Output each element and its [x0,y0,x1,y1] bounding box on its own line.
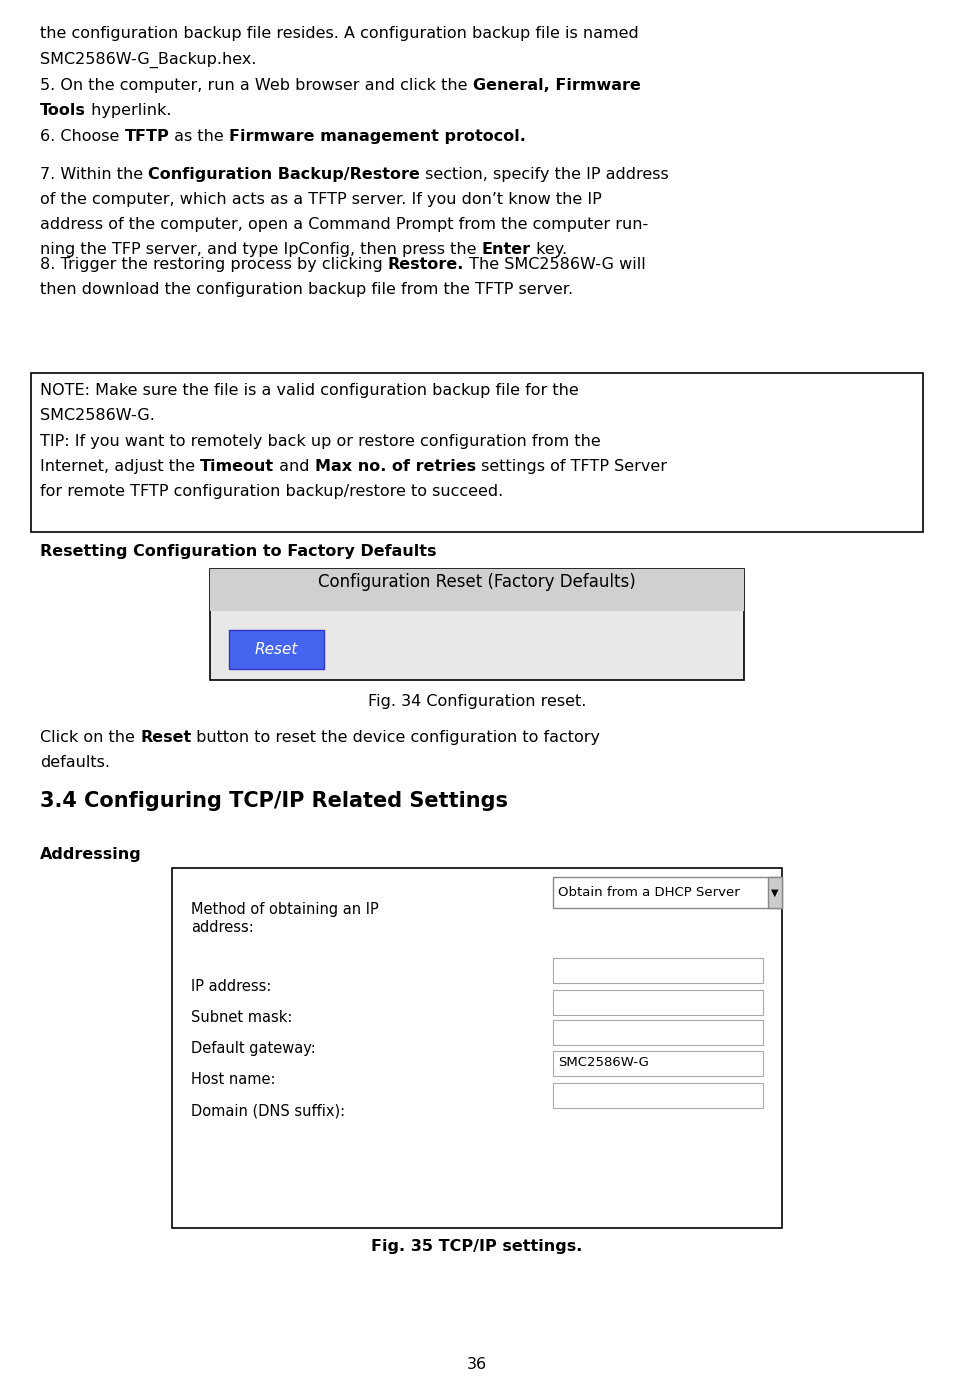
Text: Addressing: Addressing [40,847,142,862]
FancyBboxPatch shape [553,990,762,1015]
Text: 36: 36 [466,1357,487,1373]
FancyBboxPatch shape [210,569,743,680]
Text: Timeout: Timeout [200,459,274,475]
Text: SMC2586W-G: SMC2586W-G [558,1056,648,1069]
Text: Host name:: Host name: [191,1072,275,1087]
Text: TFTP: TFTP [125,129,169,144]
Text: Click on the: Click on the [40,730,140,745]
FancyBboxPatch shape [767,877,781,908]
Text: ▼: ▼ [771,887,778,898]
Text: button to reset the device configuration to factory: button to reset the device configuration… [192,730,599,745]
Text: Subnet mask:: Subnet mask: [191,1010,292,1026]
Text: Reset: Reset [254,643,298,657]
Text: 5. On the computer, run a Web browser and click the: 5. On the computer, run a Web browser an… [40,78,472,93]
Text: Resetting Configuration to Factory Defaults: Resetting Configuration to Factory Defau… [40,544,436,559]
Text: defaults.: defaults. [40,755,110,770]
Text: Obtain from a DHCP Server: Obtain from a DHCP Server [558,886,740,898]
Text: address of the computer, open a Command Prompt from the computer run-: address of the computer, open a Command … [40,217,648,232]
Text: Reset: Reset [140,730,192,745]
FancyBboxPatch shape [210,569,743,611]
FancyBboxPatch shape [553,958,762,983]
FancyBboxPatch shape [553,1083,762,1108]
Text: then download the configuration backup file from the TFTP server.: then download the configuration backup f… [40,282,573,297]
Text: Restore.: Restore. [388,257,464,272]
Text: 3.4 Configuring TCP/IP Related Settings: 3.4 Configuring TCP/IP Related Settings [40,791,508,811]
Text: ning the TFP server, and type IpConfig, then press the: ning the TFP server, and type IpConfig, … [40,242,481,257]
Text: the configuration backup file resides. A configuration backup file is named: the configuration backup file resides. A… [40,26,639,42]
Text: hyperlink.: hyperlink. [86,103,172,118]
Text: for remote TFTP configuration backup/restore to succeed.: for remote TFTP configuration backup/res… [40,484,503,500]
Text: Internet, adjust the: Internet, adjust the [40,459,200,475]
Text: Tools: Tools [40,103,86,118]
Text: key.: key. [530,242,566,257]
Text: IP address:: IP address: [191,979,271,994]
Text: Configuration Reset (Factory Defaults): Configuration Reset (Factory Defaults) [317,573,636,591]
FancyBboxPatch shape [553,1051,762,1076]
FancyBboxPatch shape [172,868,781,1228]
FancyBboxPatch shape [229,630,324,669]
Text: General, Firmware: General, Firmware [472,78,639,93]
Text: settings of TFTP Server: settings of TFTP Server [476,459,666,475]
Text: Max no. of retries: Max no. of retries [314,459,476,475]
Text: section, specify the IP address: section, specify the IP address [419,167,668,182]
Text: Configuration Backup/Restore: Configuration Backup/Restore [148,167,419,182]
Text: of the computer, which acts as a TFTP server. If you don’t know the IP: of the computer, which acts as a TFTP se… [40,192,601,207]
Text: Enter: Enter [481,242,530,257]
Text: as the: as the [169,129,229,144]
Text: Domain (DNS suffix):: Domain (DNS suffix): [191,1103,345,1119]
Text: Firmware management protocol.: Firmware management protocol. [229,129,525,144]
Text: The SMC2586W-G will: The SMC2586W-G will [464,257,645,272]
Text: and: and [274,459,314,475]
Text: 6. Choose: 6. Choose [40,129,125,144]
Text: Default gateway:: Default gateway: [191,1041,315,1056]
Text: Fig. 34 Configuration reset.: Fig. 34 Configuration reset. [368,694,585,709]
Text: Fig. 35 TCP/IP settings.: Fig. 35 TCP/IP settings. [371,1239,582,1255]
FancyBboxPatch shape [553,1020,762,1045]
Text: SMC2586W-G_Backup.hex.: SMC2586W-G_Backup.hex. [40,51,256,68]
Text: SMC2586W-G.: SMC2586W-G. [40,408,154,423]
Text: NOTE: Make sure the file is a valid configuration backup file for the: NOTE: Make sure the file is a valid conf… [40,383,578,398]
FancyBboxPatch shape [553,877,781,908]
Text: 8. Trigger the restoring process by clicking: 8. Trigger the restoring process by clic… [40,257,388,272]
FancyBboxPatch shape [30,373,923,532]
Text: TIP: If you want to remotely back up or restore configuration from the: TIP: If you want to remotely back up or … [40,434,600,450]
Text: Method of obtaining an IP
address:: Method of obtaining an IP address: [191,902,378,934]
Text: 7. Within the: 7. Within the [40,167,148,182]
